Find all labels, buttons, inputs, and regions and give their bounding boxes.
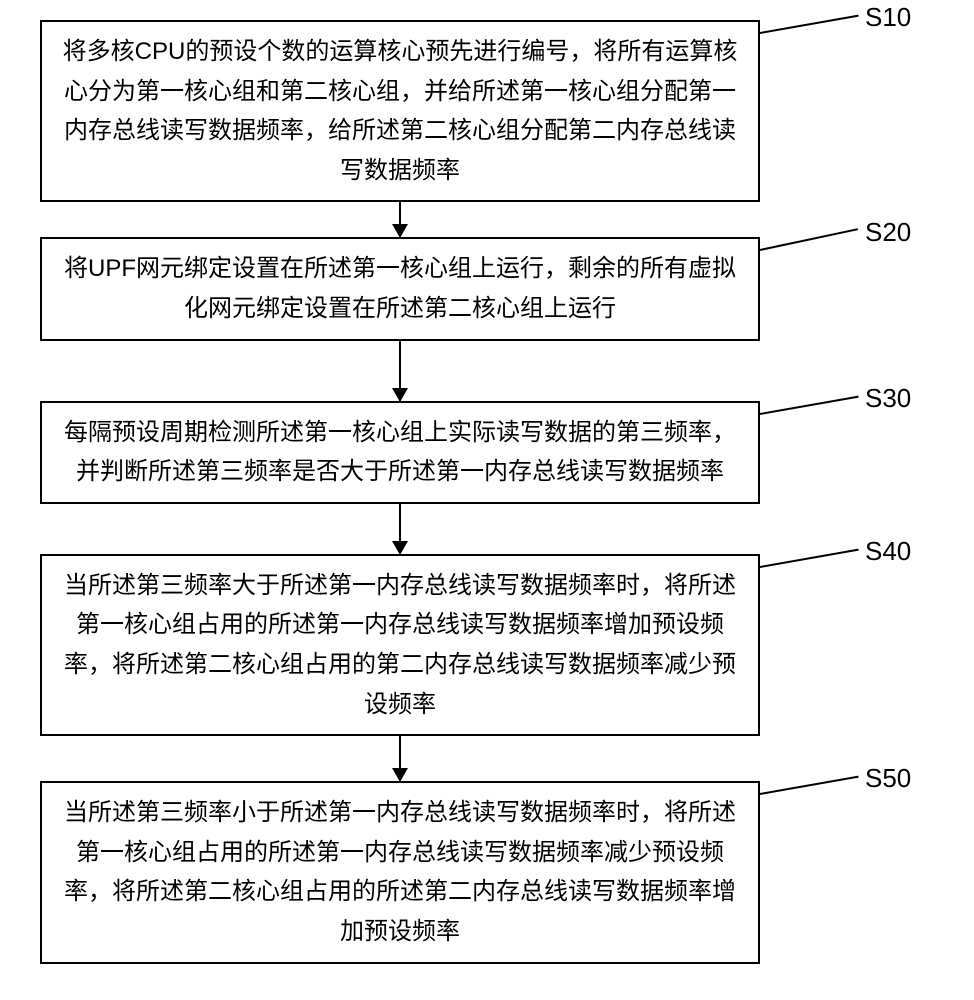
- step-box-s50: 当所述第三频率小于所述第一内存总线读写数据频率时，将所述第一核心组占用的所述第一…: [40, 781, 760, 963]
- arrow-container-1: [40, 202, 760, 237]
- step-box-s20: 将UPF网元绑定设置在所述第一核心组上运行，剩余的所有虚拟化网元绑定设置在所述第…: [40, 237, 760, 340]
- step-row-s50: 当所述第三频率小于所述第一内存总线读写数据频率时，将所述第一核心组占用的所述第一…: [40, 781, 760, 963]
- connector-s30: S30: [760, 413, 860, 415]
- arrow-s20-s30: [399, 341, 401, 401]
- connector-s20: S20: [760, 249, 860, 251]
- step-text-s30: 每隔预设周期检测所述第一核心组上实际读写数据的第三频率，并判断所述第三频率是否大…: [58, 413, 742, 492]
- step-text-s50: 当所述第三频率小于所述第一内存总线读写数据频率时，将所述第一核心组占用的所述第一…: [58, 793, 742, 951]
- step-text-s10: 将多核CPU的预设个数的运算核心预先进行编号，将所有运算核心分为第一核心组和第二…: [58, 32, 742, 190]
- step-row-s40: 当所述第三频率大于所述第一内存总线读写数据频率时，将所述第一核心组占用的所述第一…: [40, 554, 760, 736]
- connector-s10: S10: [760, 32, 860, 34]
- connector-line-s30: [760, 395, 859, 414]
- arrow-s40-s50: [399, 736, 401, 781]
- step-label-s20: S20: [865, 217, 911, 248]
- connector-line-s40: [760, 548, 859, 567]
- step-text-s20: 将UPF网元绑定设置在所述第一核心组上运行，剩余的所有虚拟化网元绑定设置在所述第…: [58, 249, 742, 328]
- arrow-s10-s20: [399, 202, 401, 237]
- arrow-s30-s40: [399, 504, 401, 554]
- step-label-s30: S30: [865, 383, 911, 414]
- arrow-container-4: [40, 736, 760, 781]
- flowchart-container: 将多核CPU的预设个数的运算核心预先进行编号，将所有运算核心分为第一核心组和第二…: [0, 20, 974, 964]
- step-row-s30: 每隔预设周期检测所述第一核心组上实际读写数据的第三频率，并判断所述第三频率是否大…: [40, 401, 760, 504]
- step-box-s30: 每隔预设周期检测所述第一核心组上实际读写数据的第三频率，并判断所述第三频率是否大…: [40, 401, 760, 504]
- step-box-s10: 将多核CPU的预设个数的运算核心预先进行编号，将所有运算核心分为第一核心组和第二…: [40, 20, 760, 202]
- step-text-s40: 当所述第三频率大于所述第一内存总线读写数据频率时，将所述第一核心组占用的所述第一…: [58, 566, 742, 724]
- connector-s40: S40: [760, 566, 860, 568]
- step-label-s40: S40: [865, 536, 911, 567]
- step-row-s20: 将UPF网元绑定设置在所述第一核心组上运行，剩余的所有虚拟化网元绑定设置在所述第…: [40, 237, 760, 340]
- step-box-s40: 当所述第三频率大于所述第一内存总线读写数据频率时，将所述第一核心组占用的所述第一…: [40, 554, 760, 736]
- step-label-s10: S10: [865, 2, 911, 33]
- connector-line-s50: [760, 776, 859, 795]
- step-label-s50: S50: [865, 763, 911, 794]
- step-row-s10: 将多核CPU的预设个数的运算核心预先进行编号，将所有运算核心分为第一核心组和第二…: [40, 20, 760, 202]
- connector-s50: S50: [760, 793, 860, 795]
- arrow-container-3: [40, 504, 760, 554]
- connector-line-s10: [760, 15, 859, 34]
- connector-line-s20: [760, 229, 858, 252]
- arrow-container-2: [40, 341, 760, 401]
